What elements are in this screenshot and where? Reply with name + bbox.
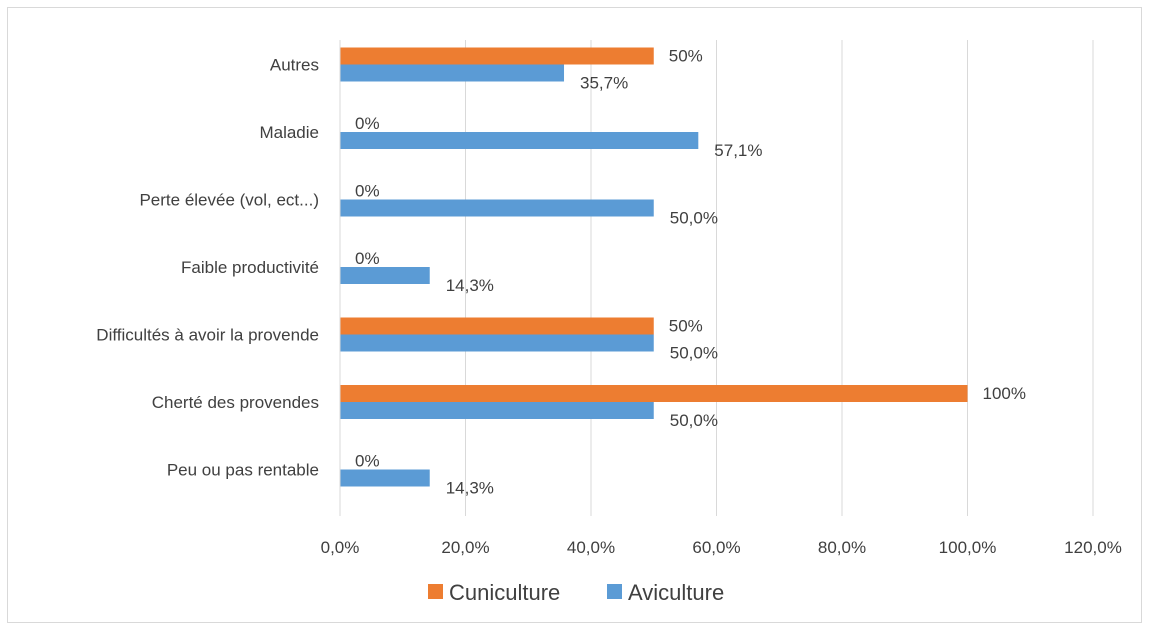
chart-frame: 0,0% 20,0% 40,0% 60,0% 80,0% 100,0% 120,0% Autr… (7, 7, 1142, 623)
category-label: Perte élevée (vol, ect...) (139, 191, 319, 210)
category-label: Difficultés à avoir la provende (96, 326, 319, 345)
x-tick-label: 100,0% (939, 538, 997, 557)
bar-aviculture (340, 64, 565, 82)
category-label: Cherté des provendes (152, 393, 319, 412)
data-label-cuniculture: 0% (355, 452, 380, 471)
data-label-cuniculture: 0% (355, 114, 380, 133)
bar-cuniculture (340, 47, 654, 65)
bar-aviculture (340, 334, 654, 352)
x-tick-label: 20,0% (441, 538, 489, 557)
bar-chart: 0,0% 20,0% 40,0% 60,0% 80,0% 100,0% 120,0% Autr… (96, 40, 1122, 605)
bar-aviculture (340, 267, 430, 284)
category-label: Faible productivité (181, 258, 319, 277)
bar-cuniculture (340, 385, 968, 402)
x-tick-label: 0,0% (321, 538, 360, 557)
data-label-cuniculture: 0% (355, 249, 380, 268)
data-label-cuniculture: 0% (355, 182, 380, 201)
data-label-cuniculture: 100% (983, 384, 1026, 403)
data-label-aviculture: 14,3% (446, 276, 494, 295)
data-label-aviculture: 14,3% (446, 479, 494, 498)
bar-aviculture (340, 199, 654, 217)
x-tick-label: 120,0% (1064, 538, 1122, 557)
legend-swatch (607, 584, 622, 599)
data-label-cuniculture: 50% (669, 317, 703, 336)
data-label-aviculture: 50,0% (670, 209, 718, 228)
category-label: Autres (270, 56, 319, 75)
legend-swatch (428, 584, 443, 599)
legend-label: Cuniculture (449, 580, 560, 605)
bar-aviculture (340, 132, 699, 149)
legend-label: Aviculture (628, 580, 724, 605)
data-label-cuniculture: 50% (669, 47, 703, 66)
category-label: Maladie (259, 123, 319, 142)
x-tick-label: 80,0% (818, 538, 866, 557)
data-label-aviculture: 50,0% (670, 344, 718, 363)
bar-cuniculture (340, 317, 654, 335)
data-label-aviculture: 50,0% (670, 411, 718, 430)
bar-aviculture (340, 402, 654, 419)
bar-aviculture (340, 469, 430, 487)
category-label: Peu ou pas rentable (167, 461, 319, 480)
data-label-aviculture: 35,7% (580, 74, 628, 93)
x-tick-label: 60,0% (692, 538, 740, 557)
x-tick-label: 40,0% (567, 538, 615, 557)
data-label-aviculture: 57,1% (714, 141, 762, 160)
